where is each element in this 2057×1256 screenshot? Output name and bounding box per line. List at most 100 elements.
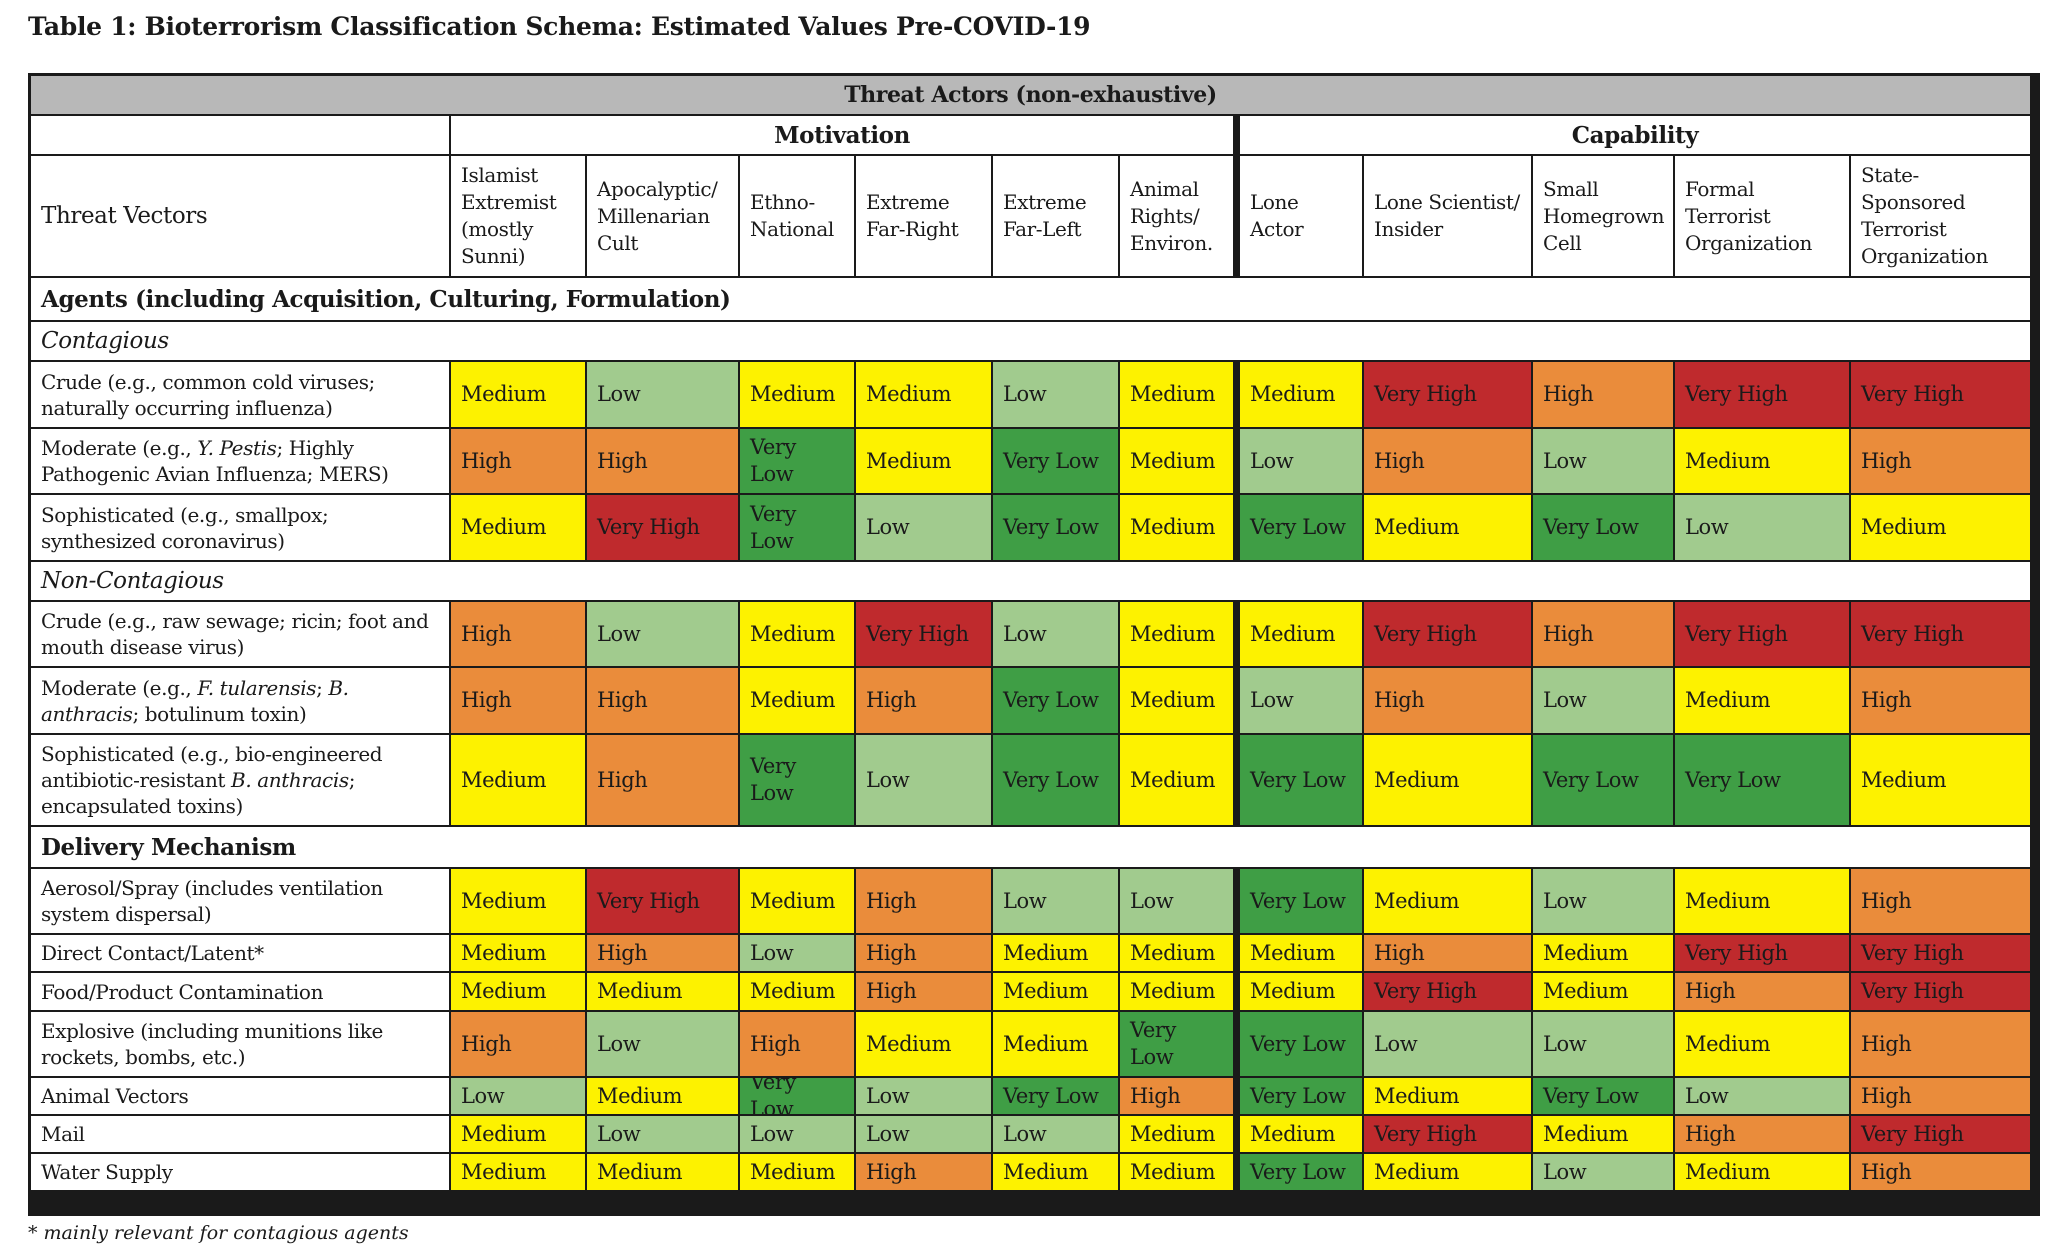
row-label-part: Moderate (e.g., [41,436,198,460]
rating-cell: Very Low [993,668,1118,733]
rating-cell: Medium [1675,668,1849,733]
rating-cell: Medium [1675,1154,1849,1190]
rating-cell: High [587,735,738,825]
table-title: Table 1: Bioterrorism Classification Sch… [28,12,1091,41]
rating-cell: Medium [740,362,854,427]
rating-cell: Medium [1533,973,1673,1010]
row-label-part: Moderate (e.g., [41,675,198,700]
row-label-text: Crude (e.g., common cold viruses; natura… [41,369,375,420]
rating-cell: Medium [451,362,585,427]
rating-cell: Low [587,362,738,427]
row-label-text: Moderate (e.g., F. tularensis; B. anthra… [41,675,439,727]
rating-cell: Medium [740,869,854,933]
rating-cell: Low [993,362,1118,427]
rating-cell: Medium [1120,735,1233,825]
column-header: Small Homegrown Cell [1533,156,1673,276]
rating-cell: Medium [856,1012,991,1076]
non-contagious-subsection-header: Non-Contagious [31,562,2030,600]
rating-cell: High [1364,935,1531,971]
row-label: Sophisticated (e.g., smallpox; synthesiz… [31,495,449,560]
row-label: Mail [31,1116,449,1152]
motivation-header: Motivation [451,116,1233,154]
rating-cell: Very Low [993,495,1118,560]
rating-cell: High [587,668,738,733]
rating-cell: Medium [1364,1154,1531,1190]
footnote: * mainly relevant for contagious agents [28,1222,409,1244]
rating-cell: Medium [1120,429,1233,493]
row-label: Aerosol/Spray (includes ventilation syst… [31,869,449,933]
rating-cell: Medium [740,602,854,666]
row-label-part: B. anthracis [41,675,349,726]
rating-cell: Medium [740,973,854,1010]
rating-cell: High [1120,1078,1233,1114]
rating-cell: Medium [1675,429,1849,493]
rating-cell: High [1675,1116,1849,1152]
rating-cell: Medium [1120,602,1233,666]
row-label-part: Y. Pestis [197,436,277,460]
column-header: Islamist Extremist (mostly Sunni) [451,156,585,276]
rating-cell: High [1675,973,1849,1010]
rating-cell: Medium [587,1154,738,1190]
rating-cell: Medium [1675,1012,1849,1076]
rating-cell: Very Low [740,429,854,493]
rating-cell: Medium [1675,869,1849,933]
rating-cell: High [1364,429,1531,493]
column-header: Lone Scientist/ Insider [1364,156,1531,276]
rating-cell: Medium [740,668,854,733]
row-label-part: ; Highly Pathogenic Avian Influenza; MER… [41,436,389,486]
rating-cell: Low [856,495,991,560]
rating-cell: High [856,668,991,733]
column-header: State-Sponsored Terrorist Organization [1851,156,2030,276]
rating-cell: Low [1235,668,1362,733]
rating-cell: High [587,429,738,493]
threat-vectors-header: Threat Vectors [31,156,449,276]
row-label-text: Food/Product Contamination [41,979,324,1004]
rating-cell: High [451,1012,585,1076]
rating-cell: Medium [1235,973,1362,1010]
rating-cell: Very High [1675,362,1849,427]
rating-cell: Medium [1120,1116,1233,1152]
rating-cell: Medium [451,1116,585,1152]
rating-cell: Medium [1533,935,1673,971]
rating-cell: Low [1533,1012,1673,1076]
rating-cell: Low [451,1078,585,1114]
rating-cell: Very High [1851,362,2030,427]
rating-cell: Low [993,1116,1118,1152]
rating-cell: Medium [1364,495,1531,560]
rating-cell: High [587,935,738,971]
rating-cell: Low [740,1116,854,1152]
rating-cell: Very High [1364,973,1531,1010]
rating-cell: Very Low [1235,869,1362,933]
rating-cell: Very Low [1235,1012,1362,1076]
rating-cell: Very High [1851,1116,2030,1152]
column-header: Formal Terrorist Organization [1675,156,1849,276]
row-label-part: ; botulinum toxin) [132,701,307,726]
row-label-text: Moderate (e.g., Y. Pestis; Highly Pathog… [41,435,439,487]
rating-cell: Low [1235,429,1362,493]
rating-cell: Medium [1364,735,1531,825]
rating-cell: Very High [1851,935,2030,971]
corner-blank-cell [31,116,449,154]
rating-cell: High [740,1012,854,1076]
rating-cell: Medium [1235,362,1362,427]
row-label-text: Animal Vectors [41,1084,189,1108]
rating-cell: High [1851,1154,2030,1190]
rating-cell: High [1851,1012,2030,1076]
capability-header: Capability [1235,116,2030,154]
rating-cell: Medium [993,973,1118,1010]
rating-cell: Very Low [1235,1078,1362,1114]
column-header: Lone Actor [1235,156,1362,276]
rating-cell: Medium [856,362,991,427]
rating-cell: Medium [451,495,585,560]
rating-cell: Very Low [1235,495,1362,560]
rating-cell: Very High [1675,935,1849,971]
rating-cell: Low [1364,1012,1531,1076]
rating-cell: Very Low [1533,495,1673,560]
rating-cell: Very Low [993,1078,1118,1114]
rating-cell: Medium [587,1078,738,1114]
rating-cell: Medium [451,935,585,971]
row-label-part: ; [316,675,329,700]
rating-cell: Very Low [993,429,1118,493]
column-header: Apocalyptic/ Millenarian Cult [587,156,738,276]
row-label: Sophisticated (e.g., bio-engineered anti… [31,735,449,825]
